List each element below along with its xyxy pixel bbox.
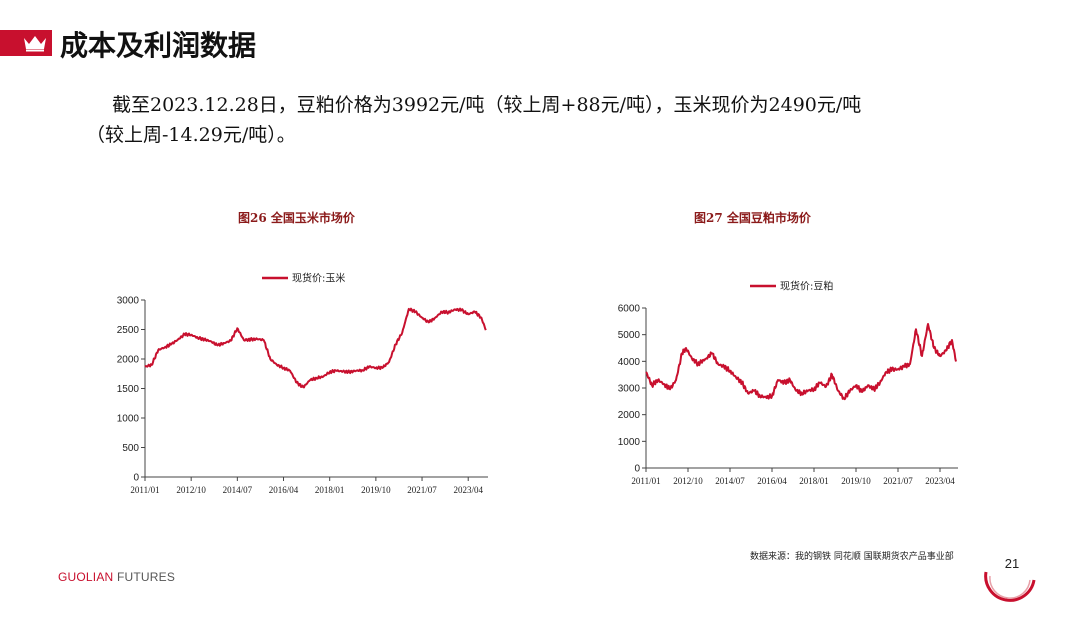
x-tick-label-soymeal-5: 2019/10 [841, 476, 871, 486]
crown-icon [24, 36, 46, 52]
brand-logo-text: GUOLIAN FUTURES [58, 570, 175, 584]
page-arc-decoration [984, 571, 1036, 602]
series-line-corn-0 [144, 307, 487, 389]
brand-part2: FUTURES [116, 570, 176, 584]
brand-part1: GUOLIAN [58, 570, 114, 584]
chart-title-corn: 图26 全国玉米市场价 [238, 211, 355, 225]
legend-label-corn-0: 现货价:玉米 [292, 272, 345, 285]
y-tick-label-soymeal-4: 4000 [618, 357, 641, 368]
y-tick-label-corn-1: 500 [122, 443, 139, 454]
x-tick-label-soymeal-6: 2021/07 [883, 476, 913, 486]
x-tick-label-soymeal-3: 2016/04 [757, 476, 787, 486]
x-tick-label-soymeal-4: 2018/01 [799, 476, 829, 486]
y-tick-label-soymeal-6: 6000 [618, 304, 641, 315]
summary-text: 截至2023.12.28日，豆粕价格为3992元/吨（较上周+88元/吨），玉米… [86, 90, 1026, 150]
x-tick-label-corn-7: 2023/04 [453, 485, 483, 495]
x-tick-label-corn-0: 2011/01 [130, 485, 159, 495]
x-tick-label-corn-1: 2012/10 [176, 485, 206, 495]
summary-line-1: 截至2023.12.28日，豆粕价格为3992元/吨（较上周+88元/吨），玉米… [112, 94, 862, 116]
y-tick-label-corn-6: 3000 [117, 296, 140, 307]
series-line-soymeal-0 [645, 323, 957, 401]
y-tick-label-soymeal-3: 3000 [618, 384, 641, 395]
chart-title-soymeal: 图27 全国豆粕市场价 [694, 211, 811, 225]
y-tick-label-corn-0: 0 [133, 473, 139, 484]
x-tick-label-corn-5: 2019/10 [361, 485, 391, 495]
y-tick-label-corn-4: 2000 [117, 355, 140, 366]
page-number: 21 [1004, 556, 1020, 571]
data-source: 数据来源：我的钢铁 同花顺 国联期货农产品事业部 [750, 552, 954, 562]
y-tick-label-corn-5: 2500 [117, 325, 140, 336]
y-tick-label-soymeal-2: 2000 [618, 410, 641, 421]
page-title: 成本及利润数据 [60, 29, 257, 62]
y-tick-label-corn-3: 1500 [117, 384, 140, 395]
y-tick-label-soymeal-0: 0 [634, 464, 640, 475]
x-tick-label-soymeal-0: 2011/01 [631, 476, 660, 486]
x-tick-label-corn-4: 2018/01 [315, 485, 345, 495]
legend-label-soymeal-0: 现货价:豆粕 [780, 280, 833, 293]
x-tick-label-corn-3: 2016/04 [269, 485, 299, 495]
x-tick-label-soymeal-1: 2012/10 [673, 476, 703, 486]
y-tick-label-soymeal-5: 5000 [618, 330, 641, 341]
summary-line-2: （较上周-14.29元/吨）。 [86, 124, 296, 146]
y-tick-label-soymeal-1: 1000 [618, 437, 641, 448]
x-tick-label-soymeal-7: 2023/04 [925, 476, 955, 486]
x-tick-label-corn-6: 2021/07 [407, 485, 437, 495]
x-tick-label-corn-2: 2014/07 [223, 485, 253, 495]
x-tick-label-soymeal-2: 2014/07 [715, 476, 745, 486]
y-tick-label-corn-2: 1000 [117, 414, 140, 425]
